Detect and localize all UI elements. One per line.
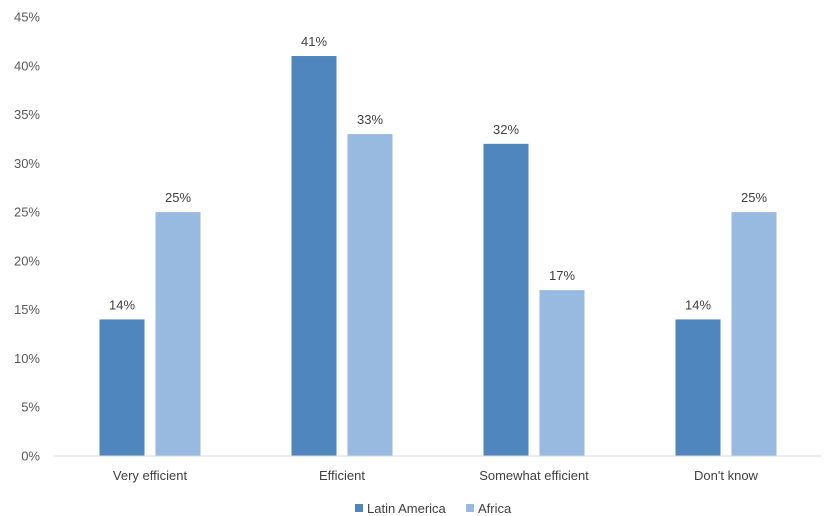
y-tick-label: 0% [21, 449, 40, 464]
data-label: 14% [685, 297, 711, 312]
y-tick-label: 40% [14, 58, 40, 73]
x-tick-label: Somewhat efficient [479, 468, 589, 483]
legend-label: Africa [478, 501, 512, 516]
y-tick-label: 10% [14, 351, 40, 366]
bar [291, 56, 337, 457]
legend-label: Latin America [367, 501, 447, 516]
legend-swatch [466, 504, 474, 512]
legend-swatch [355, 504, 363, 512]
y-tick-label: 35% [14, 107, 40, 122]
x-tick-label: Very efficient [113, 468, 188, 483]
y-tick-label: 20% [14, 253, 40, 268]
x-tick-label: Efficient [319, 468, 365, 483]
bar [675, 319, 721, 456]
x-tick-label: Don't know [694, 468, 759, 483]
data-label: 32% [493, 122, 519, 137]
data-label: 17% [549, 268, 575, 283]
y-tick-label: 5% [21, 400, 40, 415]
bar [347, 134, 393, 457]
data-label: 14% [109, 297, 135, 312]
legend: Latin America Africa [355, 501, 512, 516]
data-label: 25% [741, 190, 767, 205]
bar [539, 290, 585, 456]
data-label: 33% [357, 112, 383, 127]
bar [731, 212, 777, 456]
bar [155, 212, 201, 456]
data-labels: 14% 25% 41% 33% 32% 17% 14% 25% [109, 34, 767, 312]
y-axis: 0% 5% 10% 15% 20% 25% 30% 35% 40% 45% [14, 10, 40, 464]
y-tick-label: 45% [14, 10, 40, 25]
y-tick-label: 30% [14, 156, 40, 171]
x-axis: Very efficient Efficient Somewhat efficien… [113, 468, 759, 483]
y-tick-label: 25% [14, 205, 40, 220]
data-label: 25% [165, 190, 191, 205]
bar [483, 143, 529, 457]
data-label: 41% [301, 34, 327, 49]
y-tick-label: 15% [14, 302, 40, 317]
bar [99, 319, 145, 456]
bars [99, 56, 777, 457]
